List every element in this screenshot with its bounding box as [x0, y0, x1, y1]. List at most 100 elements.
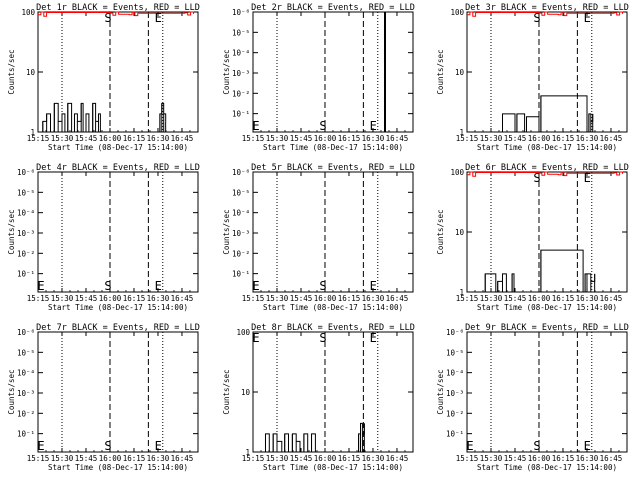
- x-tick-label: 15:30: [480, 134, 503, 143]
- y-tick-label: 10⁻⁶: [232, 8, 250, 17]
- x-axis-label: Start Time (08-Dec-17 15:14:00): [477, 143, 617, 152]
- y-tick-label: 10⁻²: [446, 409, 464, 418]
- x-tick-label: 16:45: [600, 294, 623, 303]
- x-tick-label: 16:30: [576, 134, 599, 143]
- panel-title: Det 3r BLACK = Events, RED = LLD: [465, 3, 629, 13]
- label-e-start: E: [252, 331, 259, 345]
- y-tick-label: 1: [245, 448, 250, 457]
- panel-title: Det 8r BLACK = Events, RED = LLD: [251, 323, 415, 333]
- label-e: E: [370, 331, 377, 345]
- y-tick-label: 10⁻²: [17, 409, 35, 418]
- x-tick-label: 16:30: [147, 134, 170, 143]
- y-tick-label: 10⁻³: [446, 389, 464, 398]
- series-lld: [467, 11, 623, 17]
- label-e: E: [370, 119, 377, 133]
- y-tick-label: 10⁻⁵: [446, 348, 464, 357]
- x-tick-label: 16:30: [362, 454, 385, 463]
- x-tick-label: 15:30: [480, 454, 503, 463]
- panel-title: Det 7r BLACK = Events, RED = LLD: [36, 323, 200, 333]
- x-tick-label: 15:45: [290, 134, 313, 143]
- series-lld: [38, 11, 194, 17]
- panel-title: Det 2r BLACK = Events, RED = LLD: [251, 3, 415, 13]
- y-tick-label: 10⁻²: [232, 89, 250, 98]
- x-tick-label: 15:30: [480, 294, 503, 303]
- x-tick-label: 15:45: [504, 454, 527, 463]
- x-tick-label: 16:30: [362, 294, 385, 303]
- x-tick-label: 15:45: [75, 294, 98, 303]
- x-tick-label: 15:30: [266, 294, 289, 303]
- y-axis-label: Counts/sec: [436, 209, 445, 254]
- x-tick-label: 16:00: [99, 294, 122, 303]
- x-tick-label: 16:15: [552, 454, 575, 463]
- x-tick-label: 16:15: [123, 454, 146, 463]
- x-tick-label: 15:15: [242, 134, 265, 143]
- y-tick-label: 1: [459, 128, 464, 137]
- label-e: E: [370, 279, 377, 293]
- x-tick-label: 15:30: [266, 134, 289, 143]
- x-tick-label: 15:15: [456, 294, 479, 303]
- x-tick-label: 16:15: [123, 134, 146, 143]
- y-tick-label: 100: [21, 8, 35, 17]
- x-tick-label: 15:30: [51, 134, 74, 143]
- x-tick-label: 16:00: [314, 294, 337, 303]
- x-tick-label: 16:30: [576, 454, 599, 463]
- x-tick-label: 16:45: [600, 134, 623, 143]
- label-s: S: [104, 279, 111, 293]
- x-tick-label: 15:45: [504, 134, 527, 143]
- y-axis-label: Counts/sec: [7, 209, 16, 254]
- label-s: S: [319, 331, 326, 345]
- panel-title: Det 5r BLACK = Events, RED = LLD: [251, 163, 415, 173]
- y-tick-label: 1: [30, 128, 35, 137]
- y-tick-label: 10: [26, 68, 36, 77]
- label-e-start: E: [252, 279, 259, 293]
- x-axis-label: Start Time (08-Dec-17 15:14:00): [263, 463, 403, 472]
- y-tick-label: 10⁻⁴: [446, 369, 464, 378]
- y-axis-label: Counts/sec: [436, 49, 445, 94]
- y-axis-label: Counts/sec: [7, 369, 16, 414]
- x-tick-label: 16:30: [147, 294, 170, 303]
- y-tick-label: 10⁻¹: [232, 110, 250, 119]
- y-tick-label: 10⁻⁴: [17, 369, 35, 378]
- y-tick-label: 100: [450, 168, 464, 177]
- x-tick-label: 15:30: [266, 454, 289, 463]
- panel-title: Det 6r BLACK = Events, RED = LLD: [465, 163, 629, 173]
- x-tick-label: 16:15: [338, 454, 361, 463]
- label-e-start: E: [252, 119, 259, 133]
- x-tick-label: 16:45: [171, 454, 194, 463]
- x-tick-label: 15:30: [51, 294, 74, 303]
- x-tick-label: 16:15: [552, 294, 575, 303]
- x-tick-label: 15:45: [75, 454, 98, 463]
- label-e: E: [584, 11, 591, 25]
- x-axis-label: Start Time (08-Dec-17 15:14:00): [48, 303, 188, 312]
- x-tick-label: 16:45: [171, 294, 194, 303]
- y-tick-label: 10: [241, 388, 251, 397]
- x-tick-label: 16:15: [552, 134, 575, 143]
- x-tick-label: 16:00: [528, 134, 551, 143]
- y-tick-label: 10: [455, 68, 465, 77]
- y-tick-label: 10⁻⁵: [232, 188, 250, 197]
- x-tick-label: 16:15: [123, 294, 146, 303]
- label-e-start: E: [37, 279, 44, 293]
- y-tick-label: 10: [455, 228, 465, 237]
- y-tick-label: 10⁻⁴: [232, 49, 250, 58]
- x-tick-label: 16:00: [99, 134, 122, 143]
- x-axis-label: Start Time (08-Dec-17 15:14:00): [48, 463, 188, 472]
- x-axis-label: Start Time (08-Dec-17 15:14:00): [477, 303, 617, 312]
- y-tick-label: 10⁻²: [17, 249, 35, 258]
- y-tick-label: 1: [459, 288, 464, 297]
- label-e-start: E: [466, 439, 473, 453]
- x-tick-label: 16:45: [386, 454, 409, 463]
- label-e: E: [584, 439, 591, 453]
- x-tick-label: 15:30: [51, 454, 74, 463]
- y-tick-label: 10⁻³: [232, 69, 250, 78]
- label-e: E: [155, 439, 162, 453]
- label-s: S: [533, 439, 540, 453]
- x-tick-label: 16:15: [338, 134, 361, 143]
- series-events: [500, 95, 594, 133]
